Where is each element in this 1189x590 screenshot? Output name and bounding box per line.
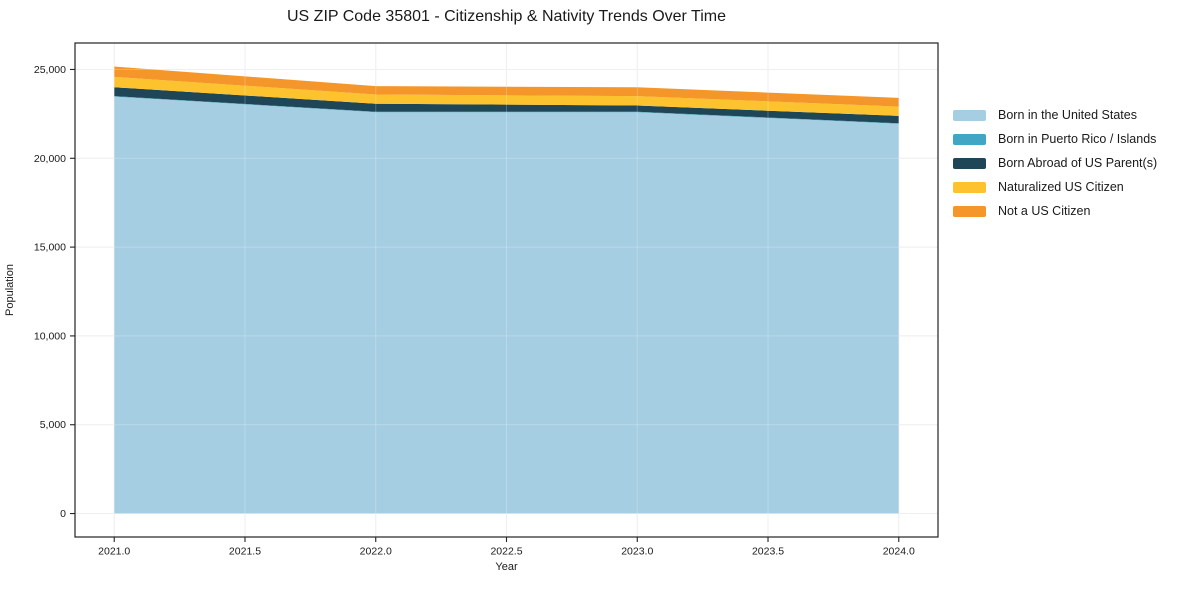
legend-swatch bbox=[953, 157, 986, 169]
x-tick-label: 2024.0 bbox=[883, 546, 915, 558]
legend-item: Born in Puerto Rico / Islands bbox=[953, 127, 1157, 151]
legend-label: Born Abroad of US Parent(s) bbox=[998, 156, 1158, 170]
y-tick-label: 20,000 bbox=[34, 153, 66, 165]
y-tick-label: 25,000 bbox=[34, 64, 66, 76]
x-tick-label: 2023.0 bbox=[621, 546, 653, 558]
legend: Born in the United States Born in Puerto… bbox=[953, 103, 1157, 223]
legend-swatch bbox=[953, 205, 986, 217]
x-tick-label: 2022.0 bbox=[360, 546, 392, 558]
x-tick-label: 2023.5 bbox=[752, 546, 784, 558]
legend-label: Not a US Citizen bbox=[998, 204, 1091, 218]
legend-swatch bbox=[953, 133, 986, 145]
legend-item: Born in the United States bbox=[953, 103, 1157, 127]
legend-label: Born in Puerto Rico / Islands bbox=[998, 132, 1157, 146]
area-series bbox=[114, 76, 899, 116]
x-tick-label: 2021.5 bbox=[229, 546, 261, 558]
chart-title: US ZIP Code 35801 - Citizenship & Nativi… bbox=[287, 8, 726, 25]
legend-item: Not a US Citizen bbox=[953, 199, 1157, 223]
x-axis-label: Year bbox=[495, 561, 518, 573]
y-tick-label: 15,000 bbox=[34, 242, 66, 254]
legend-item: Naturalized US Citizen bbox=[953, 175, 1157, 199]
legend-swatch bbox=[953, 181, 986, 193]
legend-label: Born in the United States bbox=[998, 108, 1137, 122]
area-series bbox=[114, 87, 899, 124]
legend-item: Born Abroad of US Parent(s) bbox=[953, 151, 1157, 175]
x-tick-label: 2021.0 bbox=[98, 546, 130, 558]
area-series bbox=[114, 96, 899, 514]
y-axis-label: Population bbox=[4, 264, 16, 316]
y-tick-label: 0 bbox=[60, 508, 66, 520]
legend-swatch bbox=[953, 109, 986, 121]
legend-label: Naturalized US Citizen bbox=[998, 180, 1124, 194]
y-tick-label: 5,000 bbox=[40, 419, 66, 431]
y-tick-label: 10,000 bbox=[34, 330, 66, 342]
area-series bbox=[114, 66, 899, 107]
x-tick-label: 2022.5 bbox=[490, 546, 522, 558]
